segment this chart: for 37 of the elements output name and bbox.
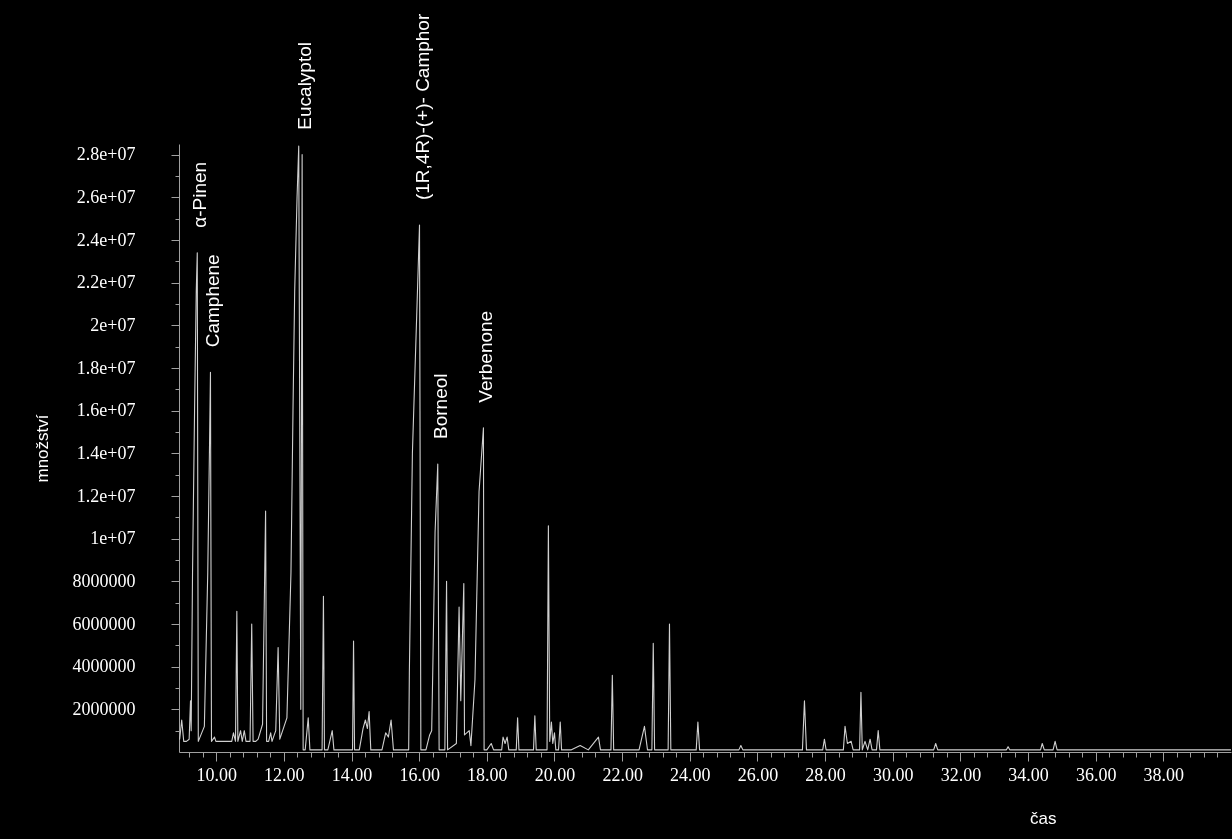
x-tick-label: 24.00 — [670, 764, 711, 785]
x-tick-label: 14.00 — [331, 764, 373, 785]
x-axis-title: čas — [1029, 808, 1057, 828]
y-tick-label: 1.2e+07 — [76, 485, 136, 506]
x-tick-label: 28.00 — [805, 764, 846, 785]
x-tick-label: 16.00 — [399, 764, 440, 785]
y-tick-label: 2000000 — [72, 698, 136, 719]
annotation: α-Pinen — [189, 161, 211, 228]
y-tick-label: 1e+07 — [90, 528, 136, 549]
x-tick-label: 10.00 — [196, 764, 237, 785]
x-tick-label: 18.00 — [467, 764, 508, 785]
x-tick-label: 20.00 — [534, 764, 576, 785]
x-tick-label: 32.00 — [940, 764, 982, 785]
y-tick-label: 4000000 — [72, 656, 136, 677]
x-tick-label: 12.00 — [264, 764, 305, 785]
y-tick-label: 6000000 — [72, 613, 136, 634]
x-tick-label: 22.00 — [602, 764, 643, 785]
annotation: Camphene — [202, 254, 224, 348]
y-tick-label: 2.6e+07 — [76, 186, 136, 207]
annotation: (1R,4R)-(+)- Camphor — [411, 13, 433, 201]
annotation: Verbenone — [475, 310, 497, 403]
x-tick-label: 34.00 — [1008, 764, 1049, 785]
y-tick-label: 1.4e+07 — [76, 442, 136, 463]
y-tick-label: 2.4e+07 — [76, 229, 136, 250]
y-tick-label: 2.2e+07 — [76, 272, 136, 293]
y-tick-label: 2e+07 — [90, 314, 136, 335]
x-tick-label: 36.00 — [1075, 764, 1117, 785]
annotation: Borneol — [429, 373, 451, 439]
x-tick-label: 30.00 — [872, 764, 914, 785]
y-axis-title: množství — [32, 414, 52, 483]
x-tick-label: 38.00 — [1143, 764, 1185, 785]
y-tick-label: 1.8e+07 — [76, 357, 136, 378]
x-tick-label: 26.00 — [737, 764, 779, 785]
y-tick-label: 2.8e+07 — [76, 144, 136, 165]
y-tick-label: 1.6e+07 — [76, 400, 136, 421]
y-tick-label: 8000000 — [72, 570, 136, 591]
annotation: Eucalyptol — [294, 41, 316, 130]
